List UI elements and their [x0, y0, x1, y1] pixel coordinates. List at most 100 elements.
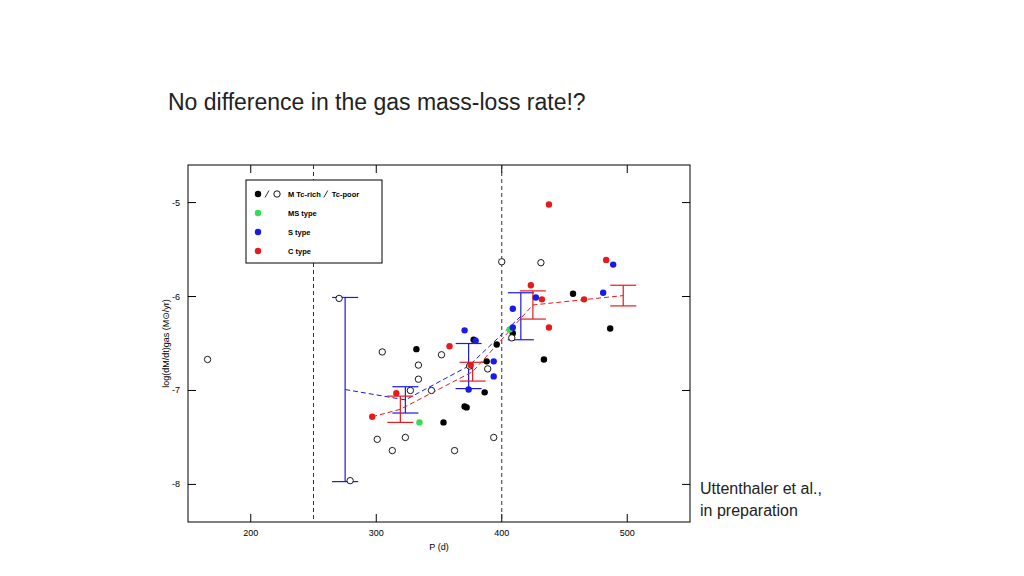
- plot-frame: [188, 165, 690, 522]
- data-point: [393, 390, 399, 396]
- data-point: [510, 306, 516, 312]
- legend-marker: [255, 248, 261, 254]
- y-tick: [682, 296, 690, 297]
- legend-marker: [255, 210, 261, 216]
- data-point: [499, 259, 505, 265]
- data-point: [491, 434, 497, 440]
- y-tick: [188, 484, 196, 485]
- data-point: [446, 343, 452, 349]
- data-point: [481, 389, 487, 395]
- data-point: [440, 419, 446, 425]
- data-point: [541, 356, 547, 362]
- data-point: [428, 387, 434, 393]
- data-point: [374, 436, 380, 442]
- error-bar-cap: [460, 380, 486, 381]
- error-bar-cap: [508, 292, 534, 293]
- annotation: in preparation: [700, 502, 798, 519]
- data-point: [472, 337, 478, 343]
- data-point: [509, 335, 515, 341]
- error-bar: [460, 362, 486, 381]
- error-bar-stem: [532, 291, 533, 319]
- y-tick: [682, 202, 690, 203]
- error-bar-cap: [332, 481, 358, 482]
- data-point: [465, 386, 471, 392]
- error-bar: [520, 291, 546, 319]
- legend-separator: [265, 191, 269, 198]
- legend-label: Tc-poor: [332, 190, 359, 199]
- data-point: [379, 349, 385, 355]
- data-point: [533, 294, 539, 300]
- legend-label: C type: [288, 247, 311, 256]
- x-tick-label: 300: [369, 528, 384, 538]
- data-point: [461, 327, 467, 333]
- y-tick-label: -7: [172, 385, 180, 395]
- data-point: [369, 414, 375, 420]
- data-point: [538, 260, 544, 266]
- data-point: [415, 362, 421, 368]
- y-tick: [188, 390, 196, 391]
- reference-line: [501, 165, 502, 522]
- data-point: [407, 387, 413, 393]
- data-point: [610, 261, 616, 267]
- legend-marker: [274, 191, 280, 197]
- x-tick: [250, 514, 251, 522]
- data-point: [438, 352, 444, 358]
- data-point: [402, 434, 408, 440]
- data-point: [494, 341, 500, 347]
- error-bar-cap: [610, 305, 636, 306]
- error-bar-cap: [520, 318, 546, 319]
- data-point: [510, 324, 516, 330]
- data-point: [467, 362, 473, 368]
- slide: No difference in the gas mass-loss rate!…: [0, 0, 1024, 576]
- y-tick-label: -6: [172, 292, 180, 302]
- data-point: [491, 373, 497, 379]
- data-point: [347, 477, 353, 483]
- error-bar-stem: [520, 293, 521, 340]
- data-point: [483, 358, 489, 364]
- x-tick: [376, 165, 377, 173]
- slide-title: No difference in the gas mass-loss rate!…: [168, 89, 586, 115]
- error-bar: [332, 297, 358, 481]
- error-bar: [610, 285, 636, 306]
- error-bar-cap: [392, 412, 418, 413]
- error-bar-cap: [520, 290, 546, 291]
- y-tick: [682, 390, 690, 391]
- error-bar-cap: [387, 396, 413, 397]
- error-bar: [392, 387, 418, 413]
- legend-label: M Tc-rich: [288, 190, 321, 199]
- y-tick: [682, 484, 690, 485]
- x-tick: [250, 165, 251, 173]
- plot-data: [204, 165, 636, 522]
- data-point: [528, 282, 534, 288]
- data-point: [416, 419, 422, 425]
- data-point: [603, 257, 609, 263]
- error-bar-cap: [610, 285, 636, 286]
- legend-marker: [255, 191, 261, 197]
- error-bar-stem: [345, 297, 346, 481]
- data-point: [389, 447, 395, 453]
- binned-mean-line: [345, 316, 521, 400]
- x-tick: [627, 514, 628, 522]
- x-axis-label: P (d): [429, 542, 448, 552]
- data-point: [463, 404, 469, 410]
- binned-mean-line: [372, 296, 623, 417]
- data-point: [491, 358, 497, 364]
- legend-separator: [324, 191, 328, 198]
- y-tick-label: -5: [172, 198, 180, 208]
- data-point: [451, 447, 457, 453]
- data-point: [546, 201, 552, 207]
- data-point: [600, 290, 606, 296]
- data-point: [539, 296, 545, 302]
- annotation: Uttenthaler et al.,: [700, 480, 822, 497]
- legend-marker: [255, 229, 261, 235]
- data-point: [204, 356, 210, 362]
- error-bar-stem: [623, 285, 624, 306]
- data-point: [581, 296, 587, 302]
- x-tick: [627, 165, 628, 173]
- data-point: [570, 291, 576, 297]
- data-point: [484, 366, 490, 372]
- x-tick-label: 200: [243, 528, 258, 538]
- y-tick: [188, 296, 196, 297]
- error-bar-stem: [400, 396, 401, 422]
- legend-label: S type: [288, 228, 311, 237]
